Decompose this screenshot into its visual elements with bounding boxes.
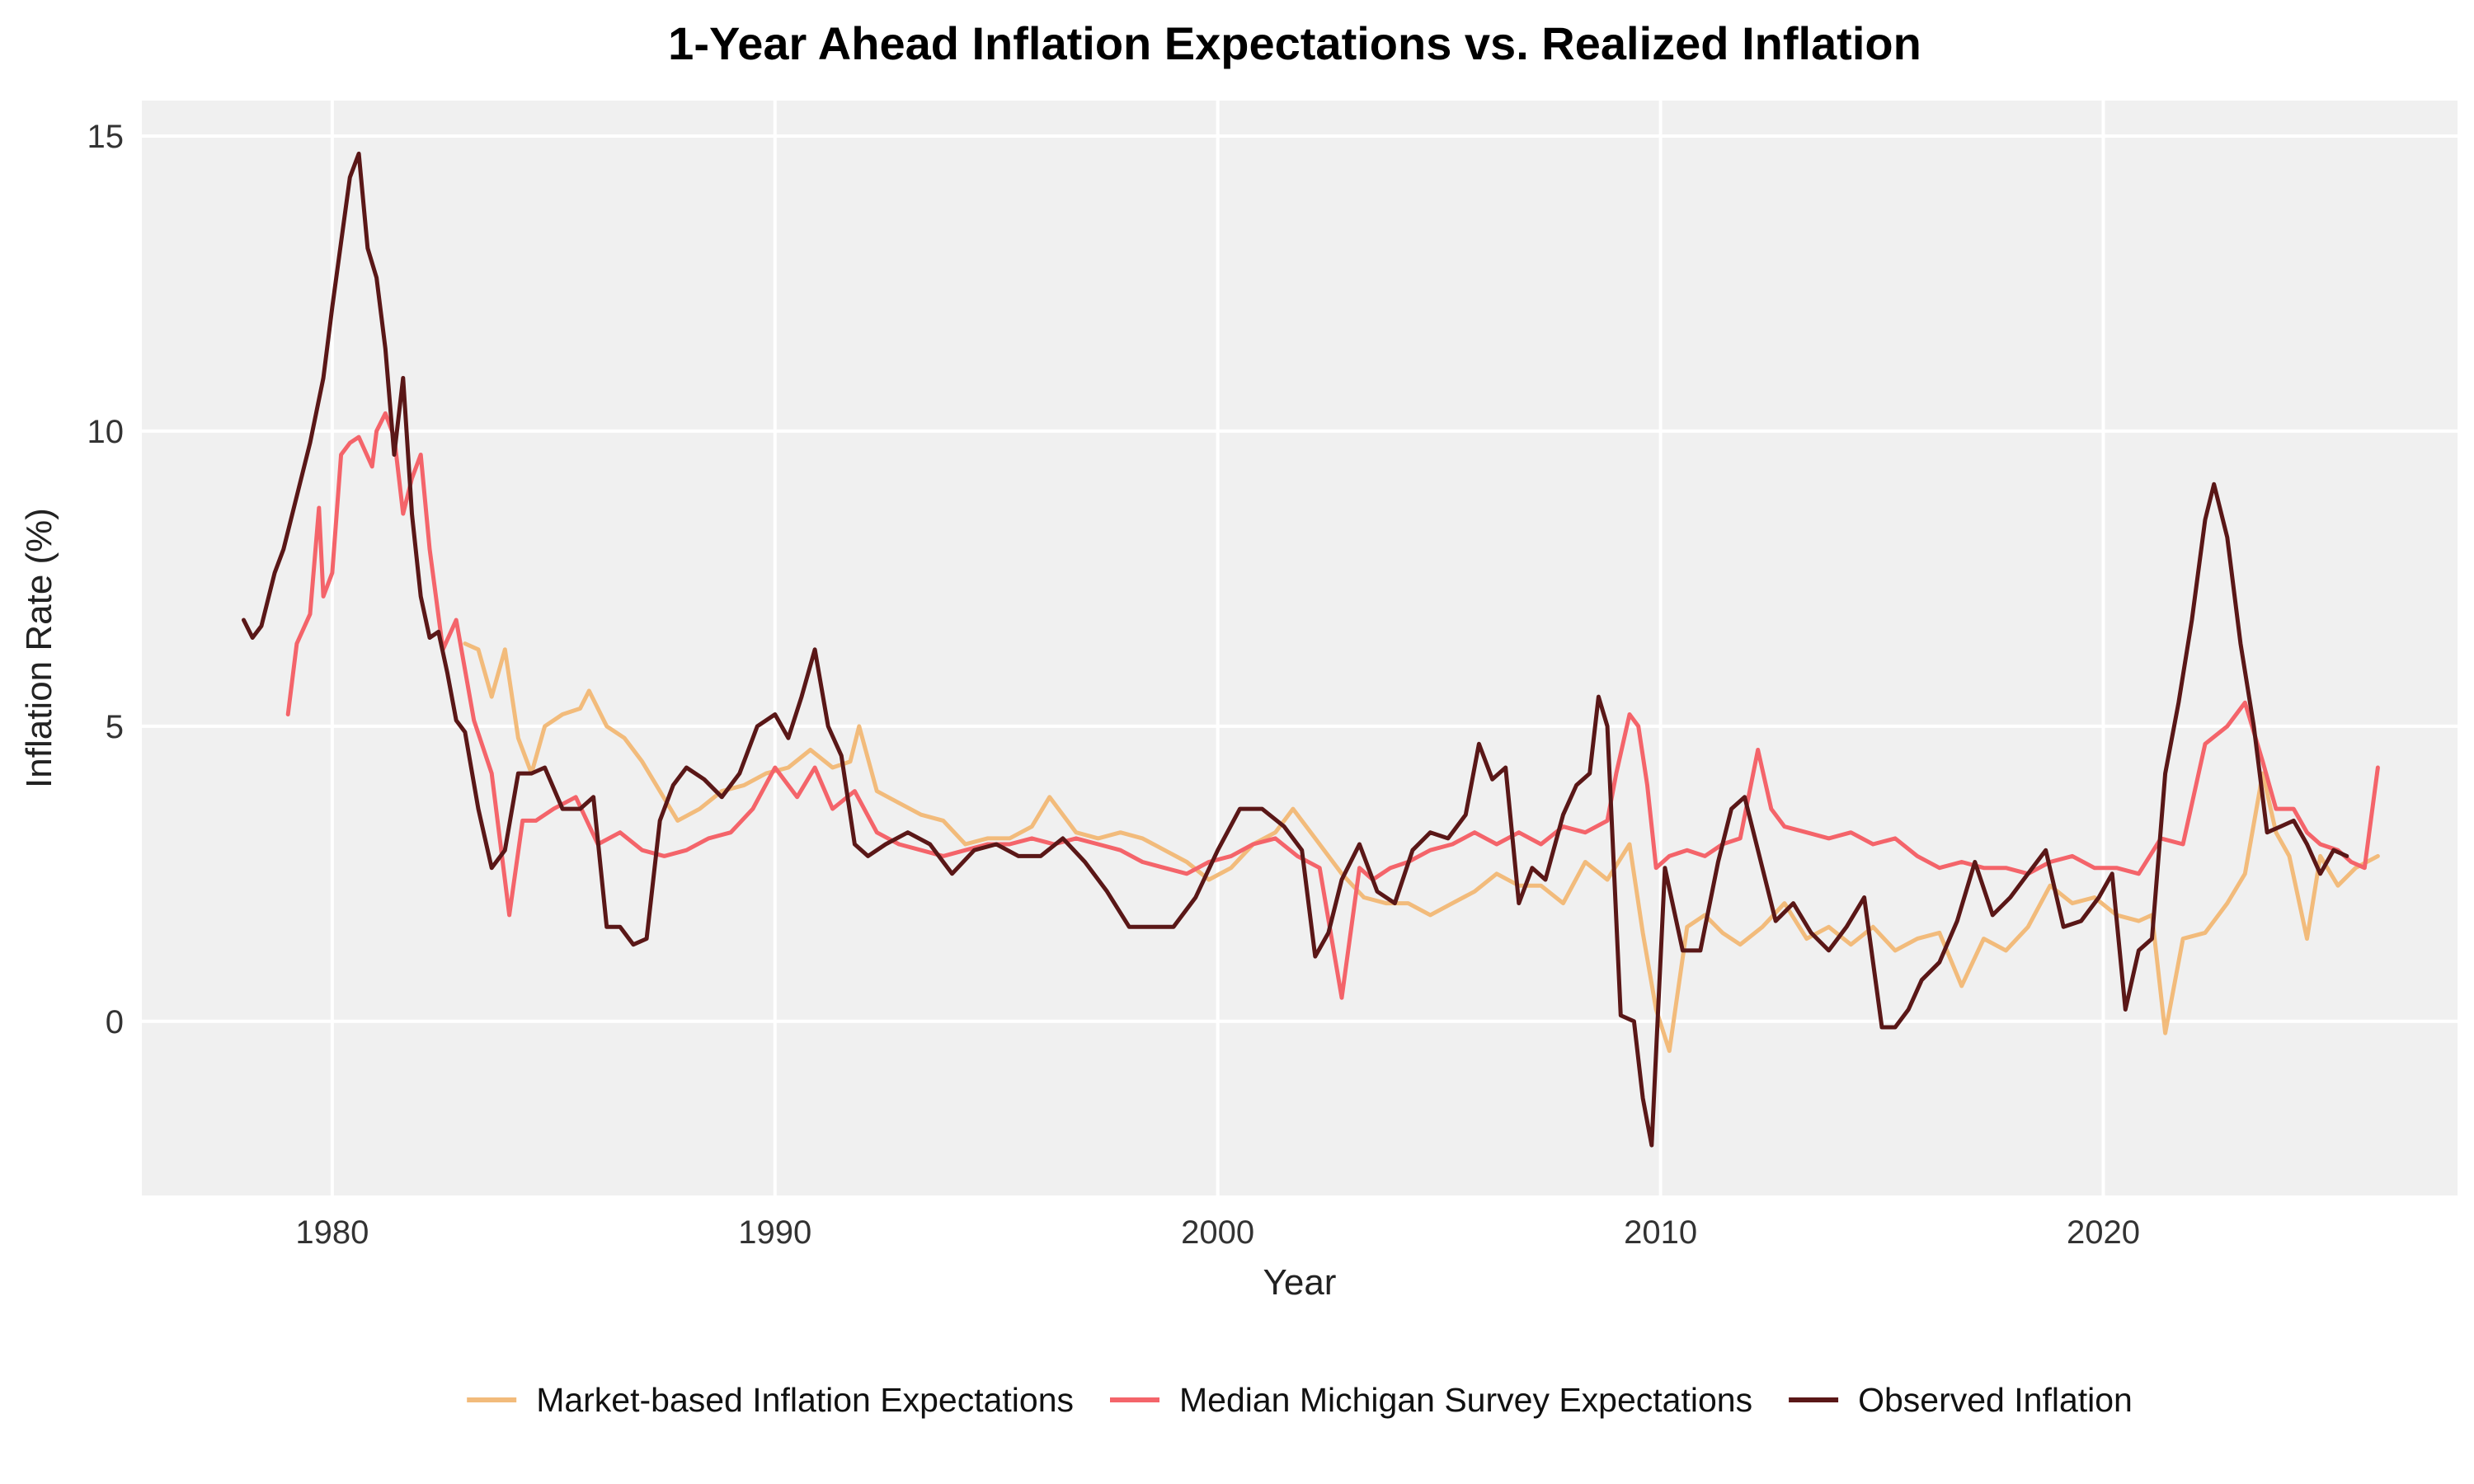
x-tick-label: 2020 [2067,1214,2140,1251]
series-lines [242,151,2380,1148]
legend-label: Market-based Inflation Expectations [536,1381,1074,1419]
x-tick-label: 1980 [295,1214,369,1251]
legend-label: Median Michigan Survey Expectations [1179,1381,1752,1419]
y-tick-label: 15 [87,119,125,155]
tick-labels: 1980 1990 2000 2010 2020 0 5 10 15 [87,119,2140,1251]
series-line-median-michigan-survey-expectations [285,411,2380,1000]
y-tick-label: 0 [106,1004,124,1040]
plot-panel [142,101,2458,1195]
y-tick-label: 5 [106,709,124,745]
chart-title: 1-Year Ahead Inflation Expectations vs. … [668,17,1921,69]
y-tick-label: 10 [87,414,125,450]
legend-label: Observed Inflation [1858,1381,2133,1419]
legend: Market-based Inflation Expectations Media… [467,1381,2133,1419]
x-axis-title: Year [1263,1262,1337,1303]
legend-item: Market-based Inflation Expectations [467,1381,1074,1419]
series-line-observed-inflation [242,151,2349,1148]
x-tick-label: 2000 [1181,1214,1254,1251]
x-tick-label: 1990 [738,1214,811,1251]
x-tick-label: 2010 [1624,1214,1697,1251]
legend-item: Observed Inflation [1789,1381,2133,1419]
legend-item: Median Michigan Survey Expectations [1110,1381,1752,1419]
y-axis-title: Inflation Rate (%) [19,508,59,788]
grid-lines [142,101,2458,1195]
